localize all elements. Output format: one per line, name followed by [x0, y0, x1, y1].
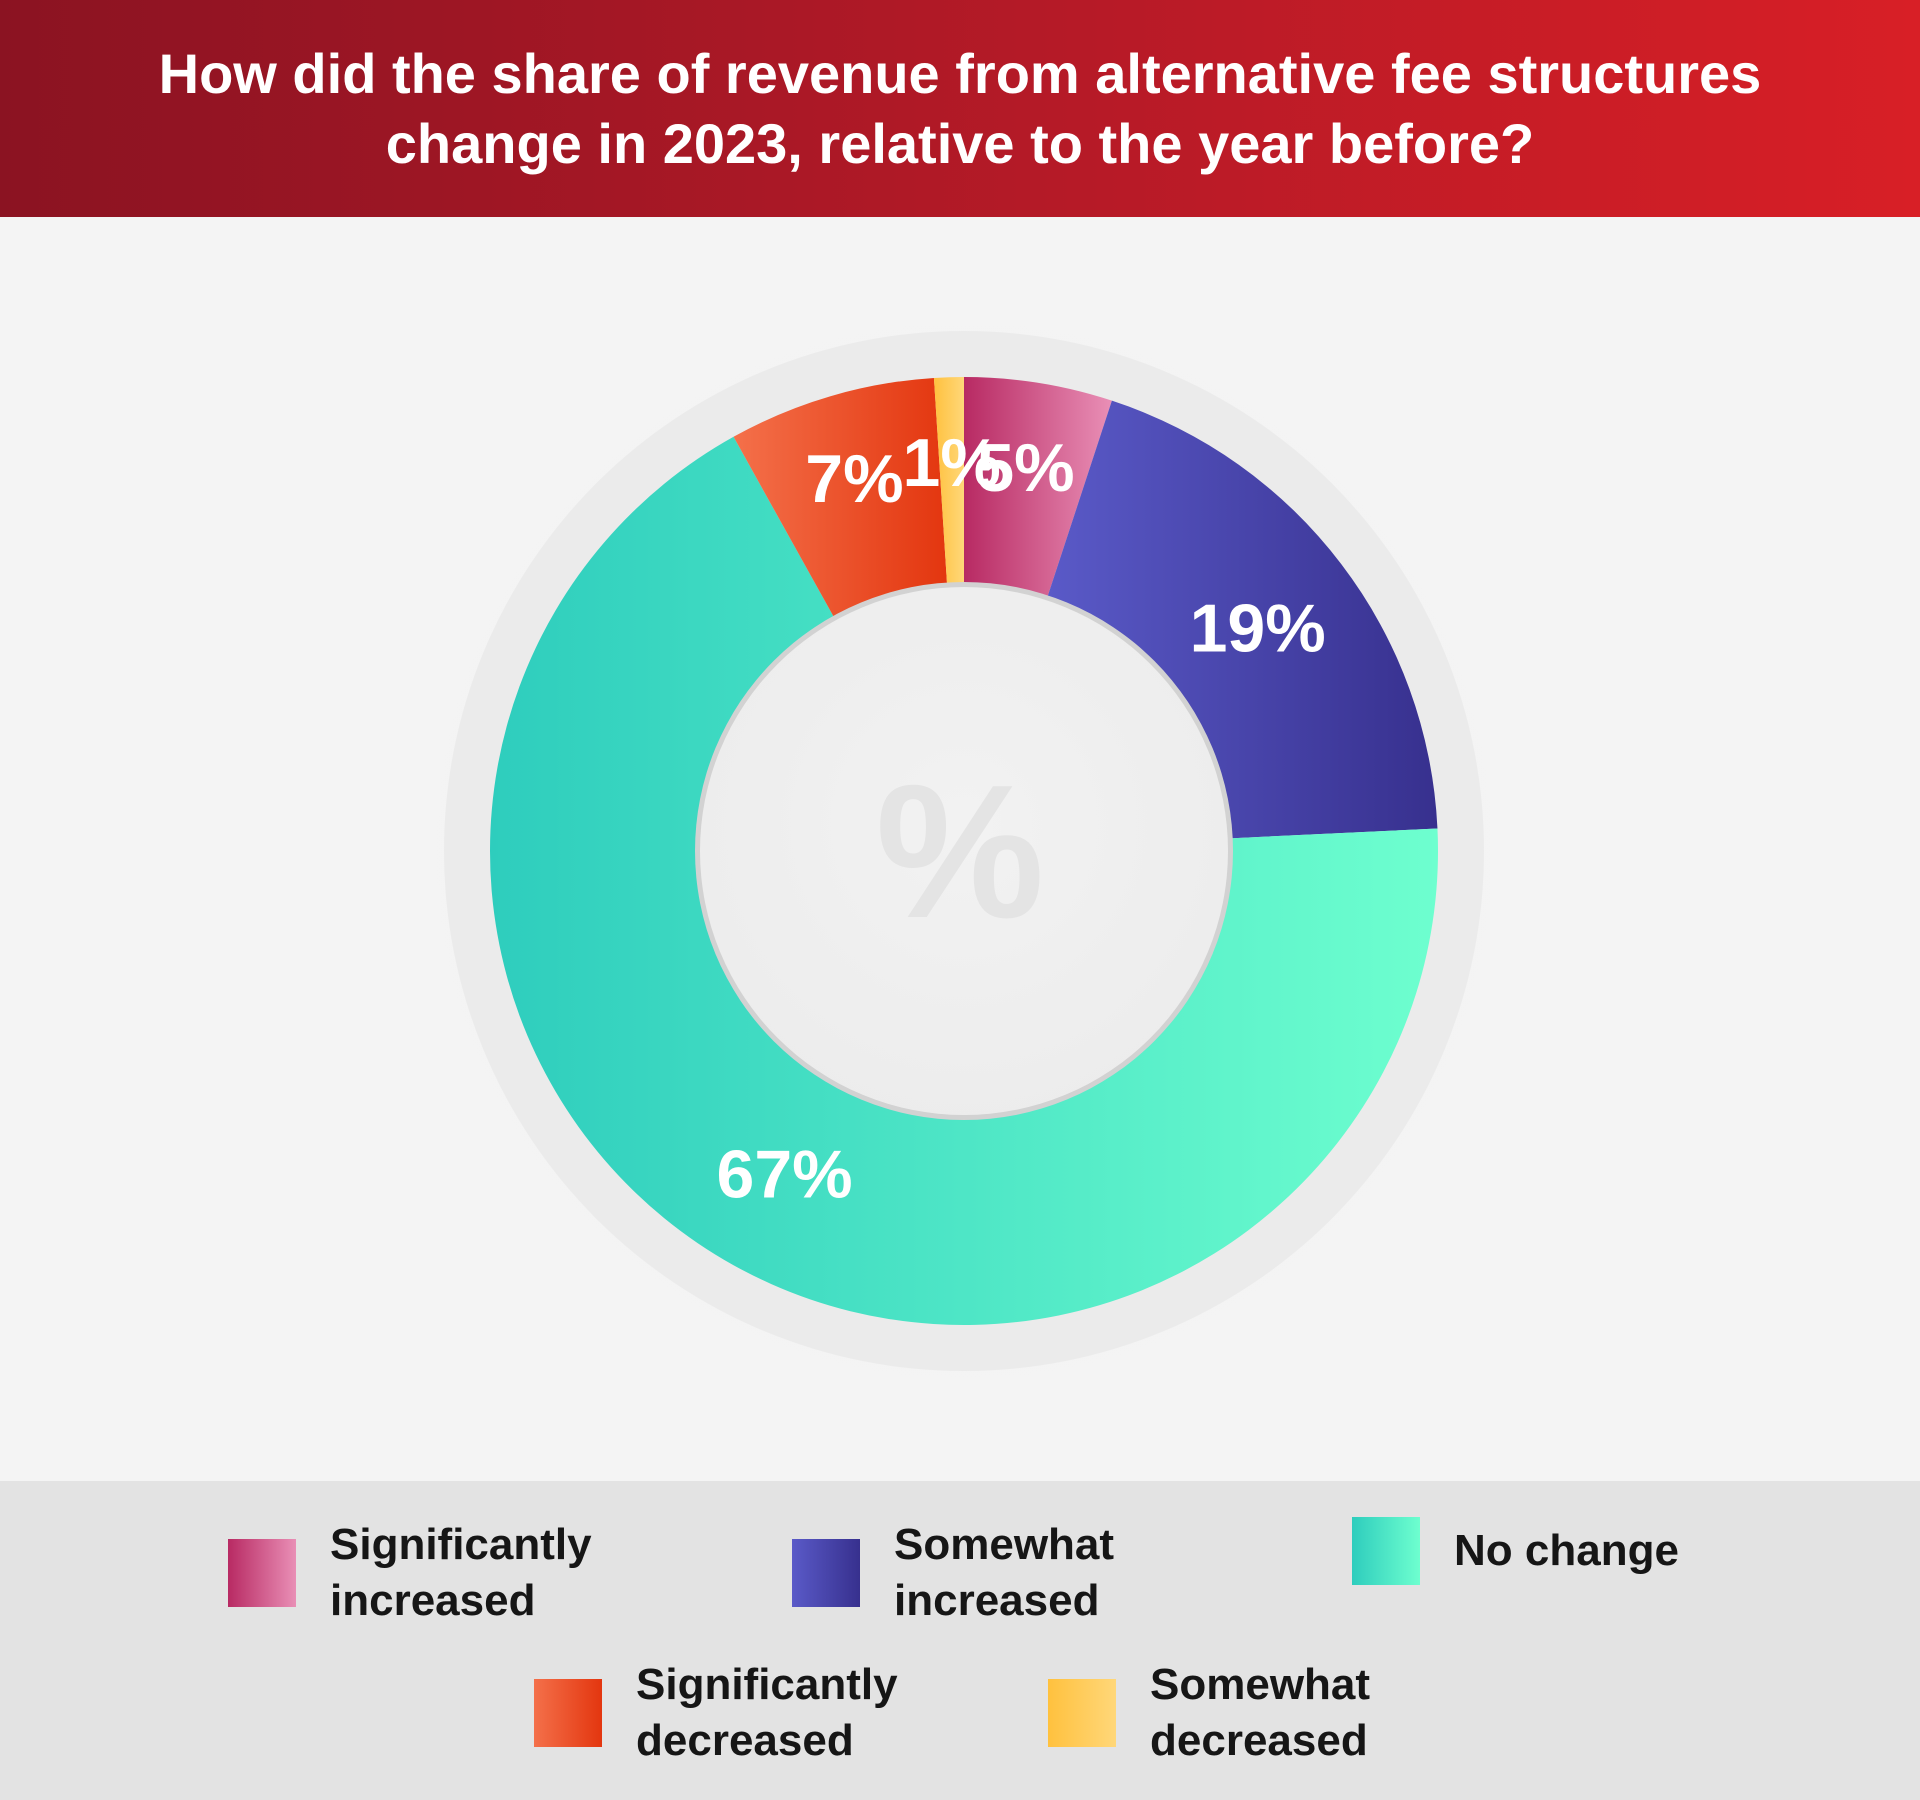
slice-label-significantly-decreased: 7%: [805, 441, 903, 517]
legend-swatch: [228, 1539, 296, 1607]
slice-label-somewhat-increased: 19%: [1190, 591, 1326, 667]
donut-chart: % 5% 19% 67% 7%1%: [324, 217, 1604, 1481]
donut-slices: [489, 377, 1438, 1325]
legend: Significantly increased Somewhat increas…: [0, 1481, 1920, 1800]
legend-item-somewhat-decreased: Somewhat decreased: [1048, 1657, 1440, 1769]
donut-hole: [700, 587, 1228, 1115]
legend-swatch: [1048, 1679, 1116, 1747]
legend-item-somewhat-increased: Somewhat increased: [792, 1517, 1184, 1629]
slice-significantly-decreased: [733, 377, 948, 621]
slice-no-change: [489, 436, 1438, 1325]
chart-header: How did the share of revenue from altern…: [0, 0, 1920, 217]
legend-item-significantly-increased: Significantly increased: [228, 1517, 620, 1629]
slice-label-somewhat-decreased: 1%: [903, 425, 1001, 501]
legend-item-significantly-decreased: Significantly decreased: [534, 1657, 926, 1769]
chart-area: % 5% 19% 67% 7% 1%: [0, 217, 1920, 1481]
slice-somewhat-increased: [1046, 400, 1438, 839]
legend-label: Significantly increased: [330, 1520, 592, 1625]
slice-label-significantly-increased: 5%: [976, 430, 1074, 506]
chart-title: How did the share of revenue from altern…: [158, 41, 1762, 175]
slice-somewhat-decreased: [933, 377, 964, 588]
legend-label: Somewhat increased: [894, 1520, 1115, 1625]
legend-swatch: [792, 1539, 860, 1607]
legend-label: No change: [1454, 1526, 1679, 1575]
legend-label: Significantly decreased: [636, 1660, 898, 1765]
slice-labels: 5% 19% 67% 7%1%: [717, 425, 1326, 1212]
legend-swatch: [1352, 1517, 1420, 1585]
slice-label-no-change: 67%: [717, 1136, 853, 1212]
legend-label: Somewhat decreased: [1150, 1660, 1371, 1765]
legend-item-no-change: No change: [1352, 1517, 1744, 1585]
legend-swatch: [534, 1679, 602, 1747]
slice-significantly-increased: [964, 377, 1112, 601]
center-percent-symbol: %: [876, 746, 1045, 958]
